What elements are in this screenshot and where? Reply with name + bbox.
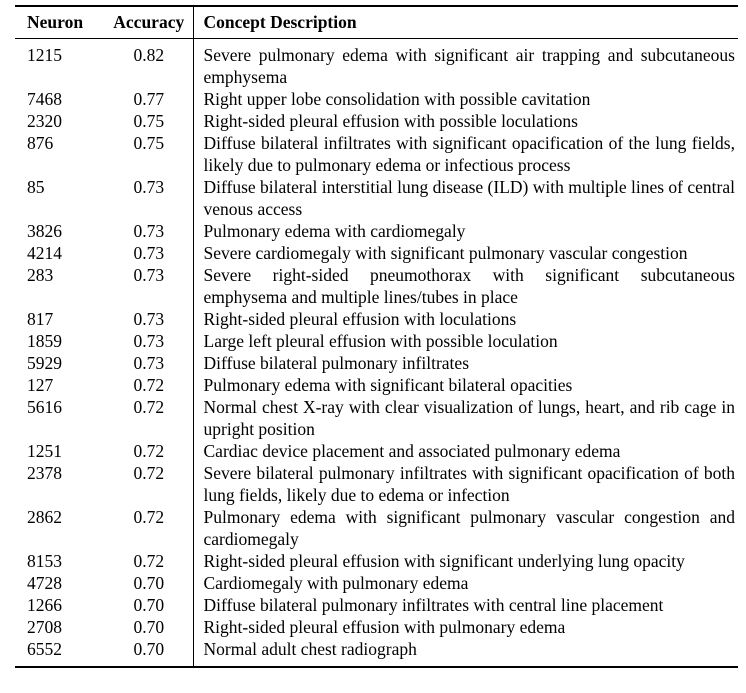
neuron-id-cell: 1266 <box>27 595 62 615</box>
table-row: 6552 0.70 Normal adult chest radiograph <box>15 638 738 667</box>
table-row: 3826 0.73 Pulmonary edema with cardiomeg… <box>15 220 738 242</box>
accuracy-cell: 0.72 <box>133 375 165 395</box>
neuron-id-cell: 2862 <box>27 507 62 527</box>
accuracy-cell: 0.73 <box>133 177 165 197</box>
concept-description-cell: Pulmonary edema with significant bilater… <box>192 374 738 396</box>
table-row: 1859 0.73 Large left pleural effusion wi… <box>15 330 738 352</box>
table-row: 2862 0.72 Pulmonary edema with significa… <box>15 506 738 550</box>
header-concept-description: Concept Description <box>192 6 738 39</box>
table-row: 5929 0.73 Diffuse bilateral pulmonary in… <box>15 352 738 374</box>
accuracy-cell: 0.73 <box>133 353 165 373</box>
neuron-id-cell: 817 <box>27 309 54 329</box>
neuron-id-cell: 876 <box>27 133 54 153</box>
table-row: 4728 0.70 Cardiomegaly with pulmonary ed… <box>15 572 738 594</box>
accuracy-cell: 0.73 <box>133 331 165 351</box>
concept-description-cell: Severe cardiomegaly with significant pul… <box>192 242 738 264</box>
table-row: 2708 0.70 Right-sided pleural effusion w… <box>15 616 738 638</box>
concept-description-cell: Cardiac device placement and associated … <box>192 440 738 462</box>
concept-description-cell: Severe pulmonary edema with significant … <box>192 38 738 88</box>
neuron-id-cell: 5616 <box>27 397 62 417</box>
table-row: 4214 0.73 Severe cardiomegaly with signi… <box>15 242 738 264</box>
accuracy-cell: 0.70 <box>133 595 165 615</box>
table-row: 127 0.72 Pulmonary edema with significan… <box>15 374 738 396</box>
neuron-id-cell: 127 <box>27 375 54 395</box>
neuron-id-cell: 4728 <box>27 573 62 593</box>
table-row: 1251 0.72 Cardiac device placement and a… <box>15 440 738 462</box>
accuracy-cell: 0.77 <box>133 89 165 109</box>
table-row: 2378 0.72 Severe bilateral pulmonary inf… <box>15 462 738 506</box>
neuron-id-cell: 1215 <box>27 45 62 65</box>
table-row: 2320 0.75 Right-sided pleural effusion w… <box>15 110 738 132</box>
neuron-id-cell: 2378 <box>27 463 62 483</box>
concept-description-cell: Severe right-sided pneumothorax with sig… <box>192 264 738 308</box>
accuracy-cell: 0.73 <box>133 309 165 329</box>
accuracy-cell: 0.72 <box>133 441 165 461</box>
table-body: 1215 0.82 Severe pulmonary edema with si… <box>15 38 738 667</box>
concept-description-cell: Diffuse bilateral pulmonary infiltrates … <box>192 594 738 616</box>
table-row: 85 0.73 Diffuse bilateral interstitial l… <box>15 176 738 220</box>
table-row: 1266 0.70 Diffuse bilateral pulmonary in… <box>15 594 738 616</box>
accuracy-cell: 0.75 <box>133 111 165 131</box>
accuracy-cell: 0.70 <box>133 617 165 637</box>
header-neuron: Neuron <box>15 6 105 39</box>
concept-description-cell: Diffuse bilateral pulmonary infiltrates <box>192 352 738 374</box>
accuracy-cell: 0.70 <box>133 573 165 593</box>
concept-description-cell: Pulmonary edema with cardiomegaly <box>192 220 738 242</box>
concept-description-cell: Right-sided pleural effusion with signif… <box>192 550 738 572</box>
table-row: 283 0.73 Severe right-sided pneumothorax… <box>15 264 738 308</box>
neuron-id-cell: 4214 <box>27 243 62 263</box>
neuron-id-cell: 2708 <box>27 617 62 637</box>
concept-description-cell: Pulmonary edema with significant pulmona… <box>192 506 738 550</box>
concept-description-cell: Severe bilateral pulmonary infiltrates w… <box>192 462 738 506</box>
concept-description-cell: Diffuse bilateral interstitial lung dise… <box>192 176 738 220</box>
neuron-concept-table: Neuron Accuracy Concept Description 1215… <box>15 5 738 668</box>
neuron-id-cell: 8153 <box>27 551 62 571</box>
table-row: 817 0.73 Right-sided pleural effusion wi… <box>15 308 738 330</box>
concept-description-cell: Right-sided pleural effusion with locula… <box>192 308 738 330</box>
concept-description-cell: Right-sided pleural effusion with possib… <box>192 110 738 132</box>
table-header-row: Neuron Accuracy Concept Description <box>15 6 738 39</box>
table-row: 1215 0.82 Severe pulmonary edema with si… <box>15 38 738 88</box>
accuracy-cell: 0.75 <box>133 133 165 153</box>
concept-description-cell: Large left pleural effusion with possibl… <box>192 330 738 352</box>
accuracy-cell: 0.70 <box>133 639 165 659</box>
concept-description-cell: Right-sided pleural effusion with pulmon… <box>192 616 738 638</box>
neuron-id-cell: 85 <box>27 177 45 197</box>
accuracy-cell: 0.73 <box>133 243 165 263</box>
concept-description-cell: Normal adult chest radiograph <box>192 638 738 667</box>
table-row: 7468 0.77 Right upper lobe consolidation… <box>15 88 738 110</box>
table-row: 876 0.75 Diffuse bilateral infiltrates w… <box>15 132 738 176</box>
concept-description-cell: Cardiomegaly with pulmonary edema <box>192 572 738 594</box>
neuron-id-cell: 3826 <box>27 221 62 241</box>
accuracy-cell: 0.72 <box>133 507 165 527</box>
concept-description-cell: Normal chest X-ray with clear visualizat… <box>192 396 738 440</box>
accuracy-cell: 0.72 <box>133 463 165 483</box>
neuron-id-cell: 283 <box>27 265 54 285</box>
table-row: 8153 0.72 Right-sided pleural effusion w… <box>15 550 738 572</box>
neuron-id-cell: 5929 <box>27 353 62 373</box>
accuracy-cell: 0.73 <box>133 265 165 285</box>
accuracy-cell: 0.72 <box>133 397 165 417</box>
neuron-id-cell: 1251 <box>27 441 62 461</box>
neuron-id-cell: 2320 <box>27 111 62 131</box>
concept-description-cell: Diffuse bilateral infiltrates with signi… <box>192 132 738 176</box>
table-row: 5616 0.72 Normal chest X-ray with clear … <box>15 396 738 440</box>
concept-description-cell: Right upper lobe consolidation with poss… <box>192 88 738 110</box>
neuron-id-cell: 1859 <box>27 331 62 351</box>
accuracy-cell: 0.73 <box>133 221 165 241</box>
accuracy-cell: 0.82 <box>133 45 165 65</box>
neuron-id-cell: 7468 <box>27 89 62 109</box>
header-accuracy: Accuracy <box>105 6 193 39</box>
neuron-id-cell: 6552 <box>27 639 62 659</box>
accuracy-cell: 0.72 <box>133 551 165 571</box>
